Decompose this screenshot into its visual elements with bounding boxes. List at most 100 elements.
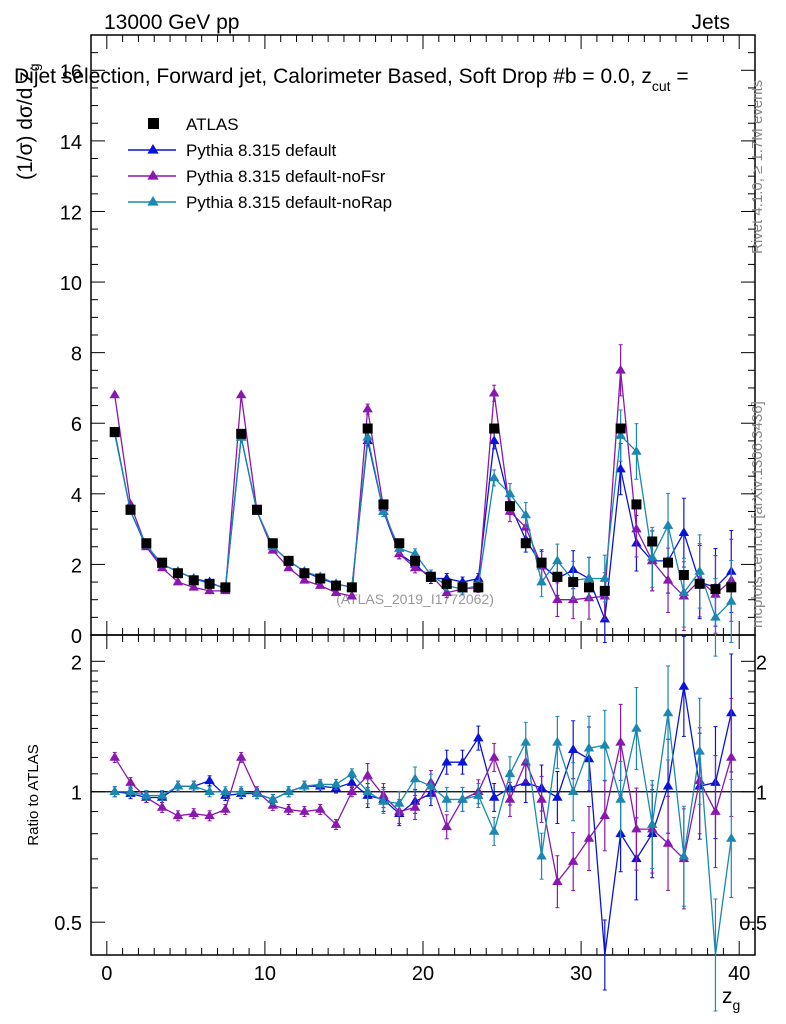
legend-label: Pythia 8.315 default-noRap (186, 193, 392, 212)
data-point (441, 821, 452, 831)
data-point (204, 775, 215, 785)
data-point (567, 786, 579, 796)
series-line (114, 370, 732, 601)
series-line (114, 686, 732, 956)
data-point (283, 786, 294, 796)
data-point (299, 780, 310, 790)
data-point (109, 427, 120, 438)
data-point (726, 833, 737, 842)
data-point (283, 803, 294, 813)
x-axis-label-text: z (722, 985, 733, 1008)
data-point (378, 795, 389, 805)
data-point (488, 387, 500, 397)
data-point (488, 435, 500, 445)
data-point (204, 578, 215, 589)
data-point (441, 756, 452, 766)
data-point (488, 791, 500, 801)
data-point (362, 423, 373, 434)
data-point (346, 768, 358, 778)
data-point (678, 527, 690, 536)
data-point (346, 777, 358, 786)
legend-item: Pythia 8.315 default-noRap (128, 193, 392, 212)
y-tick-label-main: 8 (71, 344, 82, 366)
data-point (299, 568, 310, 579)
data-point (220, 786, 231, 796)
data-point (615, 463, 626, 473)
data-point (236, 428, 247, 439)
data-point (362, 786, 373, 796)
series-ratio-2 (109, 697, 737, 910)
data-point (346, 786, 358, 796)
series-line (114, 712, 732, 956)
data-point (330, 778, 342, 788)
data-point (567, 856, 579, 865)
main-ylabel: (1/σ) dσ/d zg (14, 63, 42, 180)
data-point (141, 538, 152, 549)
x-tick-label: 10 (254, 963, 276, 985)
data-point (425, 780, 437, 790)
data-point (662, 707, 674, 717)
data-point (504, 793, 516, 803)
data-point (378, 505, 389, 515)
data-point (504, 501, 515, 512)
data-point (678, 680, 690, 690)
y-tick-label-ratio-right: 1 (756, 783, 767, 805)
y-tick-label-ratio: 1 (71, 783, 82, 805)
data-point (552, 791, 563, 801)
data-point (599, 810, 611, 820)
data-point (631, 722, 642, 732)
data-point (678, 570, 689, 580)
data-point (552, 571, 563, 582)
data-point (473, 573, 484, 582)
legend-item: Pythia 8.315 default (128, 141, 337, 160)
y-tick-label-main: 14 (60, 132, 82, 154)
data-point (157, 557, 168, 568)
data-point (599, 573, 611, 582)
data-point (346, 590, 358, 600)
data-point (631, 523, 642, 533)
data-point (220, 582, 231, 593)
data-point (678, 587, 690, 596)
data-point (330, 587, 342, 596)
data-point (156, 790, 168, 799)
y-tick-label-ratio: 0.5 (54, 913, 82, 935)
data-point (647, 536, 658, 547)
data-point (473, 582, 484, 593)
svg-text:(1/σ) dσ/d zg: (1/σ) dσ/d zg (14, 63, 42, 180)
legend-label: Pythia 8.315 default-noFsr (186, 167, 386, 186)
data-point (125, 777, 136, 786)
data-point (252, 504, 262, 515)
y-tick-label-main: 6 (71, 414, 82, 436)
data-point (188, 808, 199, 817)
data-point (172, 810, 184, 820)
data-point (267, 793, 279, 803)
process-label: Jets (691, 11, 730, 34)
data-point (346, 582, 357, 593)
data-point (188, 581, 199, 591)
legend-marker (148, 118, 159, 129)
legend-marker (147, 144, 159, 154)
data-point (520, 509, 531, 519)
legend-marker (147, 170, 159, 180)
data-point (647, 819, 658, 828)
data-point (710, 611, 721, 621)
y-tick-label-main: 16 (60, 61, 82, 83)
data-point (726, 595, 737, 605)
data-point (599, 585, 610, 596)
data-point (125, 504, 136, 515)
series-line (114, 742, 732, 884)
data-point (473, 732, 484, 742)
data-point (315, 580, 326, 589)
data-point (726, 751, 737, 761)
data-point (504, 768, 516, 778)
x-tick-label: 30 (570, 963, 592, 985)
data-point (378, 499, 389, 510)
data-point (410, 555, 421, 566)
data-point (409, 548, 421, 558)
y-tick-label-main: 0 (71, 626, 82, 648)
data-point (631, 499, 642, 510)
legend-label: Pythia 8.315 default (186, 141, 337, 160)
data-point (615, 793, 626, 803)
data-point (615, 423, 626, 434)
